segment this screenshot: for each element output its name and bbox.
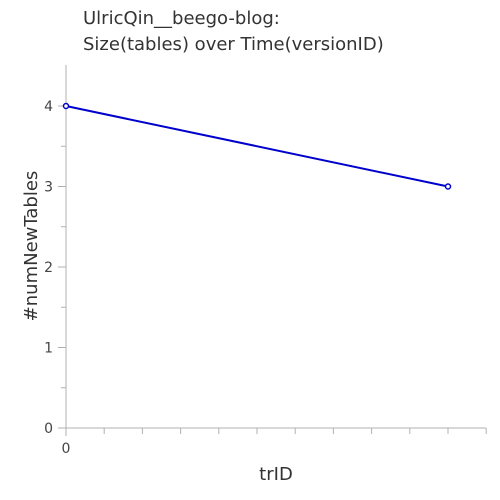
x-axis-ticks: [65, 428, 487, 436]
y-tick-label-3: 3: [44, 180, 53, 196]
y-tick-label-2: 2: [44, 260, 53, 276]
y-tick-label-0: 0: [44, 421, 53, 437]
y-axis-ticks: 0 1 2 3 4: [44, 99, 66, 437]
chart-title-line-2: Size(tables) over Time(versionID): [83, 34, 384, 55]
y-tick-label-1: 1: [44, 341, 53, 357]
y-tick-label-4: 4: [44, 99, 53, 115]
y-axis-label: #numNewTables: [21, 171, 42, 322]
series-layer: [62, 102, 452, 190]
x-tick-label-0: 0: [62, 441, 71, 457]
data-point-0: [62, 102, 70, 110]
x-axis-label: trID: [259, 464, 293, 485]
data-point-1: [444, 183, 452, 190]
series-line-0: [65, 105, 449, 188]
chart-title-line-1: UlricQin__beego-blog:: [83, 8, 280, 29]
